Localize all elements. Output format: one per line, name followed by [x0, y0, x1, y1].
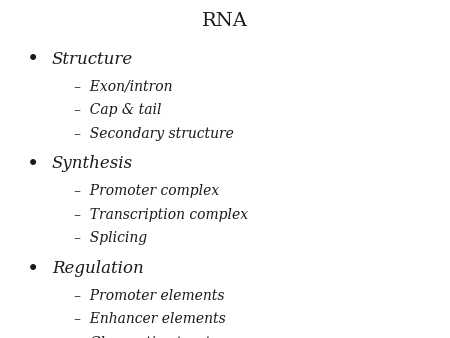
Text: –  Secondary structure: – Secondary structure: [74, 126, 234, 141]
Text: –  Promoter elements: – Promoter elements: [74, 289, 225, 303]
Text: –  Enhancer elements: – Enhancer elements: [74, 312, 226, 327]
Text: –  Splicing: – Splicing: [74, 231, 148, 245]
Text: –  Exon/intron: – Exon/intron: [74, 79, 173, 93]
Text: •: •: [27, 154, 39, 174]
Text: •: •: [27, 259, 39, 279]
Text: Regulation: Regulation: [52, 260, 144, 277]
Text: Structure: Structure: [52, 51, 133, 68]
Text: –  Cap & tail: – Cap & tail: [74, 103, 162, 117]
Text: –  Promoter complex: – Promoter complex: [74, 184, 220, 198]
Text: •: •: [27, 49, 39, 69]
Text: Synthesis: Synthesis: [52, 155, 133, 172]
Text: –  Chromatin structure: – Chromatin structure: [74, 336, 234, 338]
Text: –  Transcription complex: – Transcription complex: [74, 208, 248, 222]
Text: RNA: RNA: [202, 12, 248, 30]
